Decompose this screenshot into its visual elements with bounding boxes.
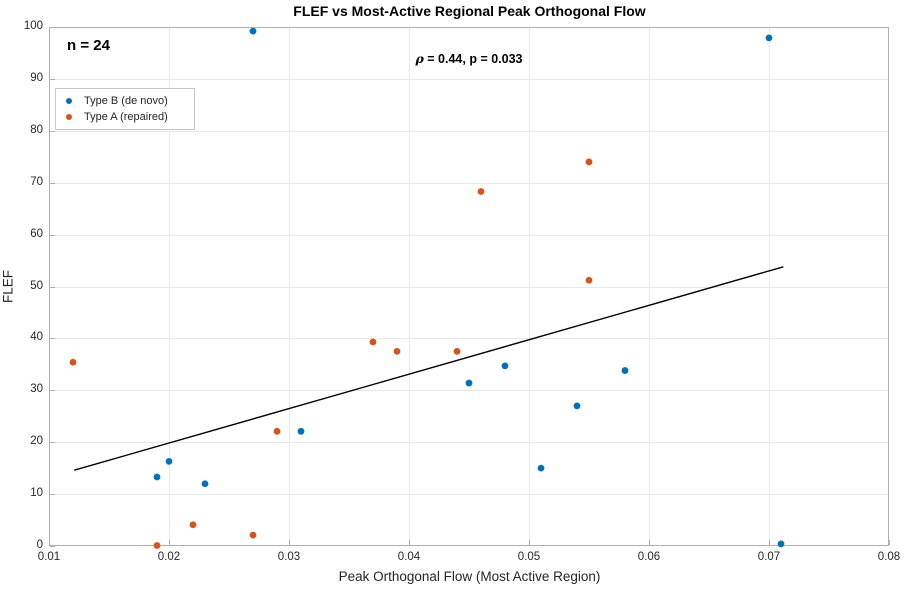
y-gridline <box>50 182 888 184</box>
x-tick-mark <box>649 540 650 545</box>
x-tick-mark <box>889 540 890 545</box>
x-tick-mark <box>769 540 770 545</box>
y-tick-label: 30 <box>30 383 43 396</box>
y-gridline <box>50 442 888 444</box>
x-tick-mark <box>169 540 170 545</box>
legend-label-type-b: Type B (de novo) <box>84 95 168 107</box>
y-tick-label: 0 <box>36 539 43 551</box>
y-tick-label: 50 <box>30 279 43 292</box>
y-tick-label: 60 <box>30 227 43 240</box>
y-axis-label: FLEF <box>0 270 16 304</box>
y-tick-label: 80 <box>30 123 43 136</box>
rho-p-annotation: ρ = 0.44, p = 0.033 <box>50 51 888 66</box>
y-tick-mark <box>50 27 55 28</box>
x-tick-mark <box>49 540 50 545</box>
y-tick-mark <box>50 546 55 547</box>
rho-p-text: = 0.44, p = 0.033 <box>423 52 523 66</box>
x-tick-label: 0.02 <box>157 551 181 563</box>
y-tick-mark <box>50 234 55 236</box>
y-tick-mark <box>50 286 55 288</box>
x-tick-label: 0.04 <box>397 551 421 563</box>
legend: Type B (de novo) Type A (repaired) <box>55 88 195 130</box>
y-tick-mark <box>50 182 55 184</box>
y-gridline <box>50 494 888 496</box>
x-tick-label: 0.01 <box>37 551 61 563</box>
legend-item-type-b: Type B (de novo) <box>66 93 194 109</box>
y-tick-mark <box>50 338 55 340</box>
y-tick-label: 10 <box>30 487 43 500</box>
y-gridline <box>50 130 888 132</box>
x-tick-label: 0.06 <box>637 551 661 563</box>
n-annotation: n = 24 <box>67 37 110 54</box>
y-tick-label: 90 <box>30 71 43 84</box>
plot-area: n = 24 ρ = 0.44, p = 0.033 Type B (de no… <box>49 27 890 547</box>
y-gridline <box>50 338 888 340</box>
y-tick-mark <box>50 78 55 80</box>
legend-label-type-a: Type A (repaired) <box>84 111 168 123</box>
y-tick-label: 100 <box>23 20 43 32</box>
type-b-marker-icon <box>66 98 72 104</box>
y-tick-mark <box>50 130 55 132</box>
y-gridline <box>50 390 888 392</box>
x-tick-mark <box>409 540 410 545</box>
x-tick-mark <box>289 540 290 545</box>
y-tick-mark <box>50 494 55 496</box>
y-tick-label: 20 <box>30 435 43 448</box>
y-tick-label: 40 <box>30 331 43 344</box>
x-axis-label: Peak Orthogonal Flow (Most Active Region… <box>338 569 601 584</box>
y-tick-mark <box>50 442 55 444</box>
x-tick-label: 0.05 <box>517 551 541 563</box>
x-tick-label: 0.03 <box>277 551 301 563</box>
y-tick-mark <box>50 390 55 392</box>
x-tick-label: 0.08 <box>877 551 901 563</box>
y-gridline <box>50 78 888 80</box>
rho-symbol: ρ <box>415 51 424 66</box>
y-gridline <box>50 234 888 236</box>
y-gridline <box>50 286 888 288</box>
type-a-marker-icon <box>66 114 72 120</box>
x-tick-mark <box>529 540 530 545</box>
x-tick-label: 0.07 <box>757 551 781 563</box>
legend-item-type-a: Type A (repaired) <box>66 109 194 125</box>
chart-title: FLEF vs Most-Active Regional Peak Orthog… <box>293 3 646 19</box>
y-tick-label: 70 <box>30 175 43 188</box>
